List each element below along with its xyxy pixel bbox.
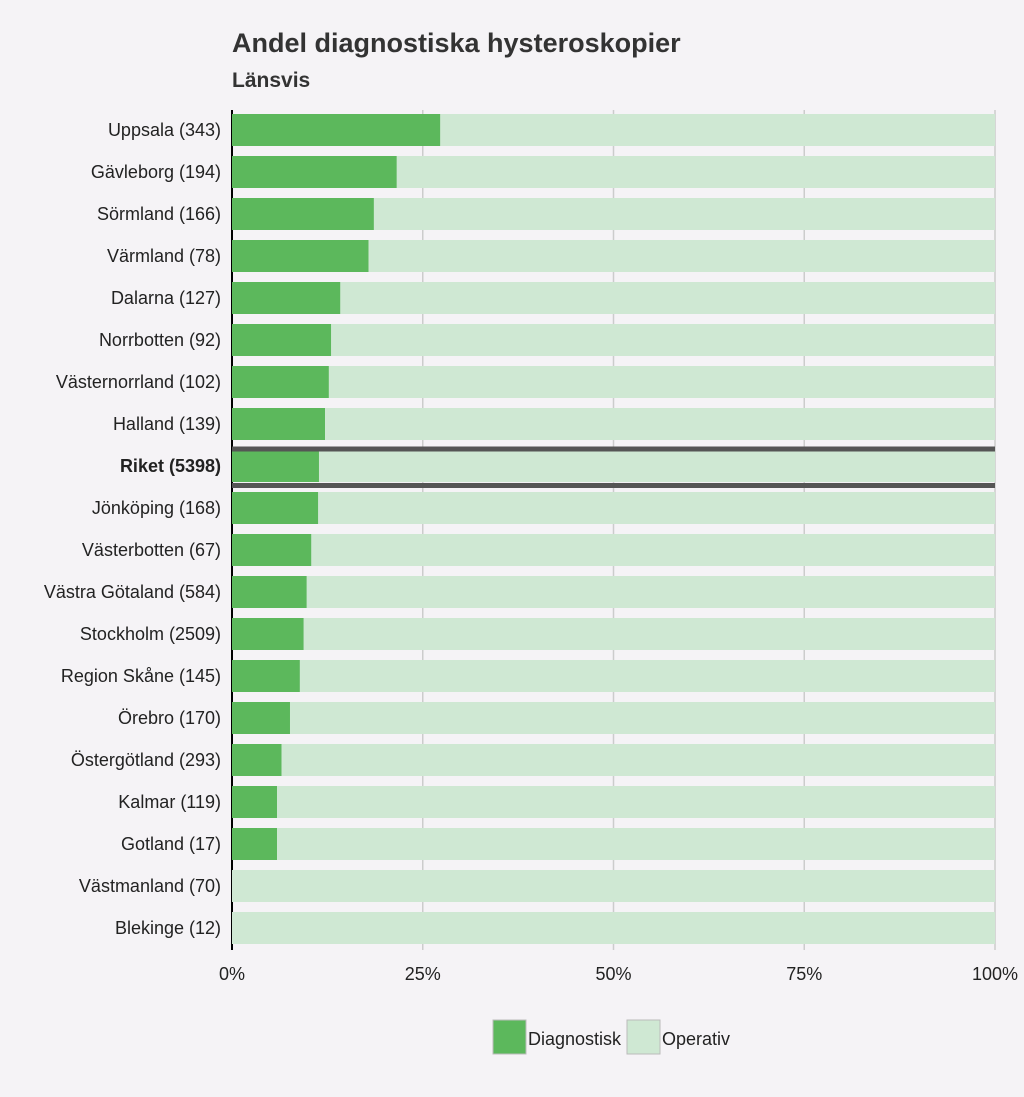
category-label: Norrbotten (92) (99, 330, 221, 350)
bar-operativ (328, 366, 995, 398)
category-label: Dalarna (127) (111, 288, 221, 308)
bar-operativ (281, 744, 996, 776)
category-label: Östergötland (293) (71, 750, 221, 770)
category-label: Västra Götaland (584) (44, 582, 221, 602)
category-label: Örebro (170) (118, 708, 221, 728)
category-label: Jönköping (168) (92, 498, 221, 518)
x-tick-label: 50% (595, 964, 631, 984)
category-label: Region Skåne (145) (61, 666, 221, 686)
chart-subtitle: Länsvis (232, 69, 310, 92)
bar-operativ (311, 534, 995, 566)
bar-diagnostisk (232, 282, 341, 314)
category-label: Värmland (78) (107, 246, 221, 266)
category-label: Blekinge (12) (115, 918, 221, 938)
bar-diagnostisk (232, 156, 397, 188)
bar-diagnostisk (232, 114, 441, 146)
bar-diagnostisk (232, 828, 278, 860)
x-tick-label: 100% (972, 964, 1018, 984)
category-label: Halland (139) (113, 414, 221, 434)
x-axis-ticks: 0% 25% 50% 75% 100% (219, 964, 1018, 984)
bar-operativ (440, 114, 995, 146)
category-label: Västerbotten (67) (82, 540, 221, 560)
chart-title: Andel diagnostiska hysteroskopier (232, 28, 681, 58)
highlight-border-bottom (232, 483, 995, 488)
legend-label-operativ: Operativ (662, 1029, 730, 1049)
bar-operativ (277, 786, 996, 818)
bar-operativ (331, 324, 995, 356)
grid (231, 110, 996, 950)
x-tick-label: 75% (786, 964, 822, 984)
category-label: Kalmar (119) (118, 792, 221, 812)
bar-operativ (318, 492, 995, 524)
category-labels: Uppsala (343) Gävleborg (194) Sörmland (16… (44, 120, 221, 938)
category-label: Västmanland (70) (79, 876, 221, 896)
x-tick-label: 25% (405, 964, 441, 984)
legend: Diagnostisk Operativ (492, 1019, 730, 1055)
bar-operativ (289, 702, 995, 734)
bar-diagnostisk (232, 366, 329, 398)
bar-diagnostisk (232, 198, 374, 230)
bar-diagnostisk (232, 702, 290, 734)
legend-label-diagnostisk: Diagnostisk (528, 1029, 622, 1049)
bar-diagnostisk (232, 450, 319, 482)
highlight-border-top (232, 446, 995, 452)
category-label: Stockholm (2509) (80, 624, 221, 644)
bar-operativ (396, 156, 996, 188)
bar-diagnostisk (232, 408, 326, 440)
bar-diagnostisk (232, 324, 332, 356)
category-label: Gotland (17) (121, 834, 221, 854)
bar-diagnostisk (232, 744, 282, 776)
legend-swatch-operativ (626, 1019, 661, 1055)
bar-operativ (303, 618, 995, 650)
bar-operativ (306, 576, 995, 608)
bar-diagnostisk (232, 618, 304, 650)
bar-operativ (373, 198, 996, 230)
bar-operativ (299, 660, 996, 692)
bar-diagnostisk (232, 786, 278, 818)
bar-diagnostisk (232, 240, 369, 272)
bar-diagnostisk (232, 660, 300, 692)
bar-operativ (232, 870, 995, 902)
bar-diagnostisk (232, 576, 307, 608)
legend-swatch-diagnostisk (492, 1019, 527, 1055)
bar-diagnostisk (232, 492, 319, 524)
bar-operativ (340, 282, 995, 314)
bar-operativ (277, 828, 996, 860)
category-label: Västernorrland (102) (56, 372, 221, 392)
bar-operativ (325, 408, 995, 440)
bar-diagnostisk (232, 534, 312, 566)
bar-operativ (232, 912, 995, 944)
bars (232, 114, 996, 944)
bar-operativ (368, 240, 995, 272)
category-label: Gävleborg (194) (91, 162, 221, 182)
category-label: Riket (5398) (120, 456, 221, 476)
category-label: Uppsala (343) (108, 120, 221, 140)
category-label: Sörmland (166) (97, 204, 221, 224)
x-tick-label: 0% (219, 964, 245, 984)
bar-operativ (318, 450, 995, 482)
